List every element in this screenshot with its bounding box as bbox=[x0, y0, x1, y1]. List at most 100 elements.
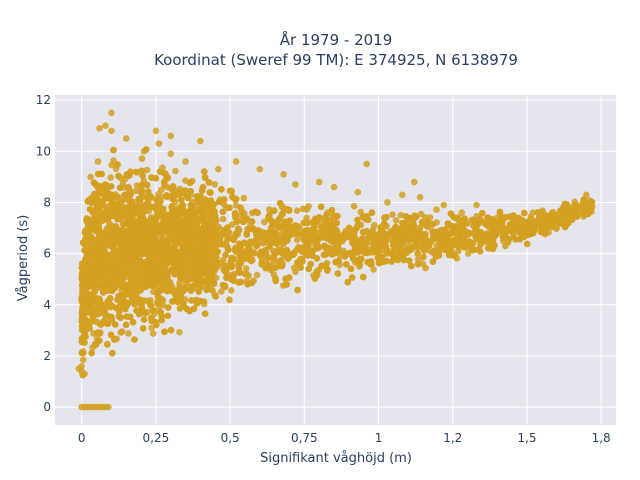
scatter-point bbox=[166, 224, 173, 231]
scatter-point bbox=[96, 330, 103, 337]
scatter-point bbox=[176, 328, 183, 336]
scatter-point bbox=[159, 296, 167, 304]
scatter-point bbox=[89, 219, 97, 227]
scatter-point bbox=[210, 280, 218, 288]
scatter-point bbox=[547, 219, 554, 227]
scatter-point bbox=[122, 301, 130, 309]
scatter-point bbox=[350, 202, 358, 210]
scatter-point bbox=[116, 184, 124, 192]
scatter-point bbox=[176, 305, 184, 312]
scatter-point bbox=[199, 183, 207, 191]
scatter-point bbox=[530, 219, 537, 226]
scatter-point bbox=[219, 256, 227, 264]
scatter-point bbox=[235, 279, 242, 286]
scatter-point bbox=[291, 222, 299, 229]
scatter-point bbox=[139, 172, 146, 179]
scatter-point bbox=[132, 168, 140, 176]
scatter-point bbox=[560, 217, 567, 225]
scatter-point bbox=[336, 247, 343, 254]
scatter-point bbox=[272, 275, 279, 282]
scatter-point bbox=[240, 218, 247, 226]
scatter-point bbox=[305, 203, 312, 210]
scatter-point bbox=[489, 245, 497, 253]
scatter-point bbox=[98, 215, 106, 223]
scatter-point bbox=[140, 316, 148, 323]
scatter-point bbox=[107, 232, 115, 240]
scatter-point bbox=[362, 239, 370, 247]
scatter-point bbox=[240, 194, 248, 202]
scatter-point bbox=[238, 211, 245, 219]
scatter-point bbox=[324, 249, 332, 257]
scatter-point bbox=[249, 225, 257, 233]
scatter-point bbox=[226, 296, 233, 304]
scatter-point bbox=[212, 293, 219, 300]
scatter-point bbox=[178, 238, 186, 246]
scatter-point bbox=[131, 301, 138, 308]
scatter-point bbox=[103, 287, 111, 294]
scatter-point bbox=[86, 196, 93, 204]
scatter-point bbox=[231, 246, 239, 254]
scatter-point bbox=[466, 229, 473, 237]
scatter-point bbox=[166, 229, 174, 236]
scatter-point bbox=[187, 187, 194, 195]
scatter-point bbox=[330, 212, 337, 219]
scatter-point bbox=[408, 262, 415, 270]
scatter-point bbox=[475, 246, 483, 253]
scatter-point bbox=[213, 253, 220, 261]
scatter-point bbox=[219, 208, 227, 216]
scatter-point bbox=[476, 216, 484, 223]
scatter-point bbox=[523, 240, 531, 248]
scatter-point bbox=[211, 260, 219, 267]
scatter-point bbox=[111, 193, 119, 200]
scatter-point bbox=[127, 191, 134, 199]
scatter-point bbox=[354, 249, 362, 256]
scatter-point bbox=[107, 183, 115, 190]
scatter-point bbox=[108, 161, 115, 169]
scatter-point bbox=[148, 174, 155, 181]
scatter-point bbox=[194, 195, 201, 203]
scatter-point bbox=[461, 215, 469, 222]
scatter-point bbox=[133, 286, 140, 294]
scatter-point bbox=[304, 251, 312, 259]
scatter-point bbox=[209, 287, 216, 294]
scatter-point bbox=[389, 252, 397, 259]
scatter-point bbox=[123, 313, 131, 320]
scatter-point bbox=[167, 326, 175, 334]
scatter-point bbox=[291, 250, 298, 257]
scatter-point bbox=[317, 203, 325, 211]
scatter-point bbox=[79, 320, 87, 328]
scatter-point bbox=[241, 270, 249, 278]
scatter-point bbox=[505, 236, 513, 243]
scatter-point bbox=[95, 225, 103, 232]
scatter-point bbox=[88, 349, 95, 357]
scatter-point bbox=[468, 244, 476, 252]
scatter-point bbox=[79, 356, 87, 364]
scatter-point bbox=[339, 237, 346, 245]
scatter-point bbox=[486, 215, 493, 222]
scatter-point bbox=[294, 245, 302, 252]
scatter-point bbox=[299, 205, 307, 213]
scatter-point bbox=[588, 198, 596, 206]
scatter-point bbox=[205, 179, 213, 186]
scatter-point bbox=[115, 172, 122, 180]
scatter-point bbox=[121, 191, 129, 199]
scatter-point bbox=[163, 192, 171, 199]
scatter-point bbox=[79, 349, 87, 357]
scatter-point bbox=[442, 230, 450, 238]
scatter-point bbox=[453, 227, 461, 234]
scatter-point bbox=[155, 191, 162, 198]
scatter-point bbox=[83, 215, 91, 222]
scatter-point bbox=[268, 229, 276, 237]
scatter-point bbox=[217, 288, 225, 295]
scatter-point bbox=[275, 223, 282, 231]
scatter-point bbox=[220, 196, 228, 203]
scatter-point bbox=[242, 265, 250, 272]
scatter-point bbox=[133, 182, 141, 189]
scatter-point bbox=[189, 283, 196, 290]
grid-lines bbox=[55, 95, 616, 425]
scatter-point bbox=[304, 219, 311, 227]
scatter-point bbox=[465, 238, 473, 245]
scatter-point bbox=[103, 256, 110, 264]
scatter-point bbox=[188, 297, 195, 304]
scatter-point bbox=[260, 239, 267, 247]
